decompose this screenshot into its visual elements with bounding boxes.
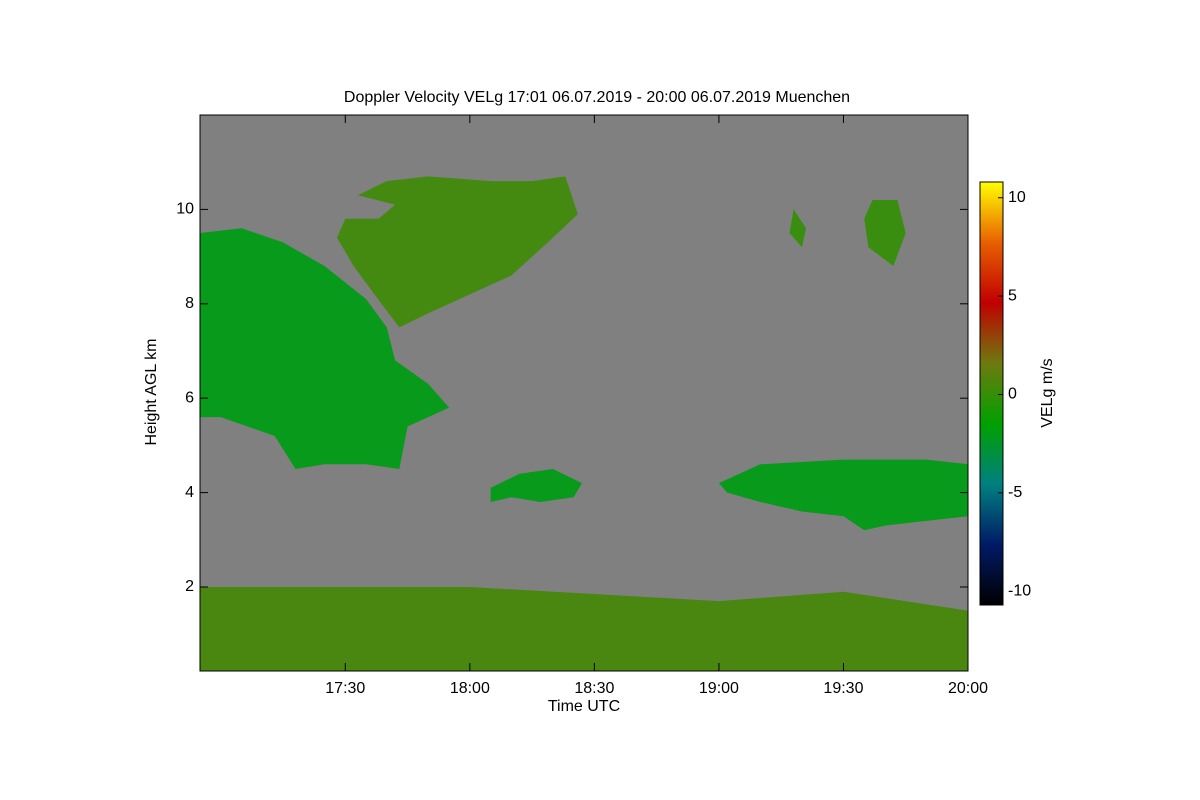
colorbar-tick-label: -10 [1008,582,1031,599]
y-tick-label: 8 [185,295,194,312]
y-tick-label: 2 [185,578,194,595]
colorbar-tick-label: 10 [1008,189,1026,206]
echo-region [200,228,450,469]
colorbar-tick-label: -5 [1008,484,1022,501]
echo-region [718,459,968,531]
colorbar-tick-label: 0 [1008,386,1017,403]
x-tick-label: 20:00 [948,680,988,697]
y-tick-label: 6 [185,389,194,406]
x-tick-label: 17:30 [325,680,365,697]
y-axis-label: Height AGL km [143,338,160,445]
echo-region [200,587,968,671]
colorbar [979,181,1004,606]
echo-region [864,200,906,266]
x-axis-label: Time UTC [548,698,620,715]
x-tick-label: 19:00 [699,680,739,697]
colorbar-tick-label: 5 [1008,287,1017,304]
y-tick-label: 4 [185,484,194,501]
y-tick-label: 10 [176,201,194,218]
colorbar-label: VELg m/s [1039,358,1056,427]
echo-region [337,176,578,328]
plot-frame [199,114,969,672]
x-tick-label: 19:30 [823,680,863,697]
x-tick-label: 18:00 [450,680,490,697]
echo-region [789,209,807,248]
chart-title: Doppler Velocity VELg 17:01 06.07.2019 -… [344,89,850,106]
echo-region [490,469,582,502]
x-tick-label: 18:30 [574,680,614,697]
